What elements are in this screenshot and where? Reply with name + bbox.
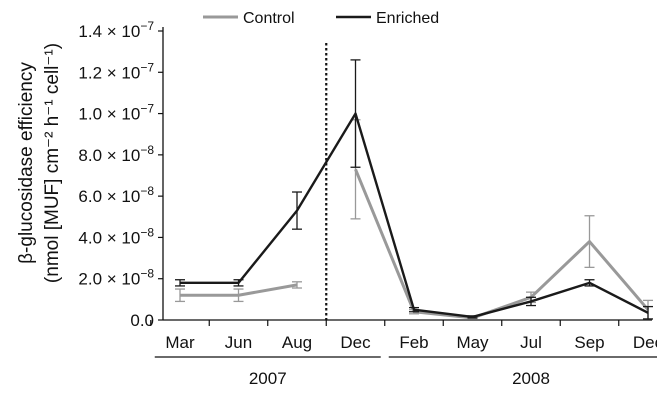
plot-area: 0.0 2.0 × 10−8 4.0 × 10−8 6.0 × 10−8 8.0 × 1… <box>78 19 657 388</box>
x-tick-label: Feb <box>399 333 428 352</box>
y-tick-label: 8.0 × 10−8 <box>78 143 154 165</box>
y-tick-label: 1.0 × 10−7 <box>78 102 154 124</box>
year-label: 2007 <box>249 369 287 388</box>
x-tick-label: Jul <box>520 333 542 352</box>
legend-label-enriched: Enriched <box>376 10 439 27</box>
legend-label-control: Control <box>243 10 295 27</box>
x-tick-label: Mar <box>165 333 195 352</box>
x-tick-label: Jun <box>225 333 252 352</box>
series-line-control <box>180 283 298 297</box>
y-tick-label: 4.0 × 10−8 <box>78 225 154 247</box>
y-tick-label: 0.0 <box>130 311 154 330</box>
y-tick-label: 1.2 × 10−7 <box>78 60 154 82</box>
y-axis-label-line1: β-glucosidase efficiency <box>16 62 37 264</box>
y-axis-label-line2: (nmol [MUF] cm⁻² h⁻¹ cell⁻¹) <box>42 43 63 283</box>
x-tick-label: Dec <box>340 333 371 352</box>
series-line-control <box>354 168 650 320</box>
y-tick-label: 2.0 × 10−8 <box>78 267 154 289</box>
x-tick-label: Sep <box>574 333 604 352</box>
y-tick-label: 6.0 × 10−8 <box>78 184 154 206</box>
year-label: 2008 <box>512 369 550 388</box>
series-line-enriched <box>180 112 649 319</box>
x-tick-label: May <box>456 333 489 352</box>
y-tick-label: 1.4 × 10−7 <box>78 19 154 41</box>
x-tick-label: Dec <box>633 333 657 352</box>
legend: Control Enriched <box>203 10 439 27</box>
x-tick-label: Aug <box>282 333 312 352</box>
